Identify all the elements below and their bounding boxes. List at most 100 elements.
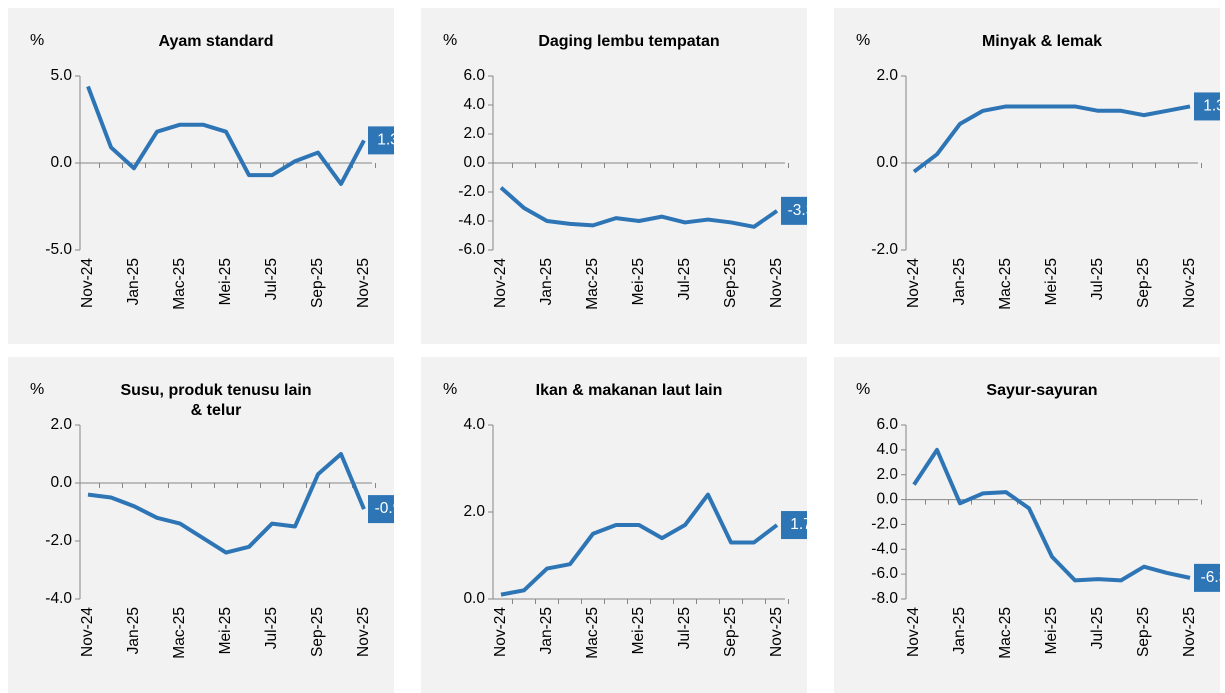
x-tick-label: Nov-24 [492, 607, 509, 657]
chart: -6.0 -4.0 -2.0 0.0 2.0 4.0 6.0 Nov-24 Jan-25 Mac-… [458, 67, 807, 310]
x-tick-label: Jan-25 [125, 258, 142, 305]
x-tick-label: Sep-25 [722, 258, 739, 308]
chart-title: Ikan & makanan laut lain [535, 382, 723, 399]
y-tick-label: -8.0 [871, 590, 898, 607]
x-tick-label: Mei-25 [630, 258, 647, 305]
data-label: -0.9 [375, 500, 394, 517]
y-tick-label: -2.0 [45, 532, 72, 549]
data-line [500, 492, 779, 597]
data-line [499, 186, 779, 229]
x-tick-label: Jan-25 [538, 607, 555, 654]
x-tick-label: Mei-25 [1043, 607, 1060, 654]
x-tick-label: Mac-25 [171, 607, 188, 659]
chart: -8.0 -6.0 -4.0 -2.0 0.0 2.0 4.0 6.0 Nov-24 Jan-25… [871, 416, 1220, 659]
x-tick-label: Nov-24 [905, 258, 922, 308]
data-line [86, 85, 366, 186]
data-label-box [368, 126, 394, 155]
chart-title: Sayur-sayuran [986, 382, 1098, 399]
x-tick-label: Jul-25 [1089, 258, 1106, 300]
x-tick-label: Nov-25 [355, 607, 372, 657]
y-tick-label: 4.0 [876, 441, 898, 458]
unit-label: % [443, 381, 458, 398]
unit-label: % [30, 381, 45, 398]
unit-label: % [30, 32, 45, 49]
x-tick-label: Jan-25 [125, 607, 142, 654]
x-tick-label: Sep-25 [309, 258, 326, 308]
chart: -2.0 0.0 2.0 Nov-24 Jan-25 Mac-25 Mei-25 Jul-25… [871, 67, 1220, 310]
x-tick-label: Sep-25 [722, 607, 739, 657]
x-tick-label: Nov-24 [79, 258, 96, 308]
y-tick-label: 2.0 [876, 67, 898, 84]
data-label: -3.3 [788, 202, 807, 219]
x-tick-label: Jul-25 [1089, 607, 1106, 649]
x-tick-label: Nov-24 [905, 607, 922, 657]
unit-label: % [856, 381, 871, 398]
data-label-box [368, 495, 394, 524]
chart-panel: % Susu, produk tenusu lain & telur -4.0 -2.… [8, 357, 394, 693]
y-tick-label: -4.0 [45, 590, 72, 607]
x-tick-label: Jan-25 [538, 258, 555, 305]
y-tick-label: 2.0 [463, 503, 485, 520]
x-tick-label: Mac-25 [171, 258, 188, 310]
chart-panel: % Daging lembu tempatan -6.0 -4.0 -2.0 0.0 2.0… [421, 8, 807, 344]
x-tick-label: Sep-25 [1135, 607, 1152, 657]
x-tick-label: Nov-24 [492, 258, 509, 308]
x-tick-label: Sep-25 [309, 607, 326, 657]
chart: 0.0 2.0 4.0 Nov-24 Jan-25 Mac-25 Mei-25 Jul-25 S… [463, 416, 807, 659]
chart-panel: % Minyak & lemak -2.0 0.0 2.0 Nov-24 Jan-25 Mac… [834, 8, 1220, 344]
y-tick-label: 0.0 [50, 474, 72, 491]
y-tick-label: 6.0 [463, 67, 485, 84]
x-tick-label: Nov-25 [768, 258, 785, 308]
x-tick-label: Jul-25 [676, 607, 693, 649]
chart-panel: % Sayur-sayuran -8.0 -6.0 -4.0 -2.0 0.0 2.0 4.0 6… [834, 357, 1220, 693]
y-tick-label: 4.0 [463, 96, 485, 113]
y-tick-label: -4.0 [871, 540, 898, 557]
chart: -5.0 0.0 5.0 Nov-24 Jan-25 Mac-25 Mei-25 Jul-25… [45, 67, 394, 310]
data-label-box [781, 196, 807, 225]
x-tick-label: Mei-25 [1043, 258, 1060, 305]
x-tick-label: Mei-25 [630, 607, 647, 654]
chart-title: Daging lembu tempatan [538, 33, 720, 50]
chart-panel: % Ayam standard -5.0 0.0 5.0 Nov-24 Jan-25 Mac-… [8, 8, 394, 344]
y-tick-label: 5.0 [50, 67, 72, 84]
unit-label: % [443, 32, 458, 49]
x-tick-label: Jan-25 [951, 607, 968, 654]
x-tick-label: Mac-25 [584, 607, 601, 659]
data-label: 1.3 [1203, 98, 1220, 115]
data-line [912, 447, 1191, 583]
data-label-box [781, 511, 807, 540]
x-tick-label: Sep-25 [1135, 258, 1152, 308]
chart: -4.0 -2.0 0.0 2.0 Nov-24 Jan-25 Mac-25 Mei-25 Ju… [45, 416, 394, 659]
x-tick-label: Nov-25 [1181, 258, 1198, 308]
y-tick-label: -6.0 [458, 241, 485, 258]
y-tick-label: 2.0 [463, 125, 485, 142]
y-tick-label: -2.0 [871, 241, 898, 258]
chart-panel: % Ikan & makanan laut lain 0.0 2.0 4.0 Nov-24… [421, 357, 807, 693]
chart-title: Susu, produk tenusu lain & telur [120, 382, 312, 419]
x-tick-label: Mac-25 [997, 607, 1014, 659]
y-tick-label: -2.0 [458, 183, 485, 200]
y-tick-label: 2.0 [50, 416, 72, 433]
data-line [87, 452, 366, 555]
y-tick-label: 0.0 [463, 154, 485, 171]
x-tick-label: Nov-25 [768, 607, 785, 657]
y-tick-label: -6.0 [871, 565, 898, 582]
data-label-box [1194, 92, 1220, 121]
chart-title: Minyak & lemak [981, 33, 1103, 50]
y-tick-label: 0.0 [50, 154, 72, 171]
y-tick-label: 0.0 [876, 491, 898, 508]
x-tick-label: Nov-24 [79, 607, 96, 657]
x-tick-label: Mac-25 [997, 258, 1014, 310]
y-tick-label: 0.0 [463, 590, 485, 607]
data-label-box [1194, 563, 1220, 592]
y-tick-label: 0.0 [876, 154, 898, 171]
y-tick-label: -5.0 [45, 241, 72, 258]
x-tick-label: Mac-25 [584, 258, 601, 310]
data-label: 1.3 [377, 131, 394, 148]
chart-title: Ayam standard [158, 33, 274, 50]
data-label: -6.3 [1201, 569, 1220, 586]
data-label: 1.7 [790, 516, 807, 533]
x-tick-label: Nov-25 [1181, 607, 1198, 657]
data-line [912, 104, 1191, 174]
x-tick-label: Mei-25 [217, 607, 234, 654]
